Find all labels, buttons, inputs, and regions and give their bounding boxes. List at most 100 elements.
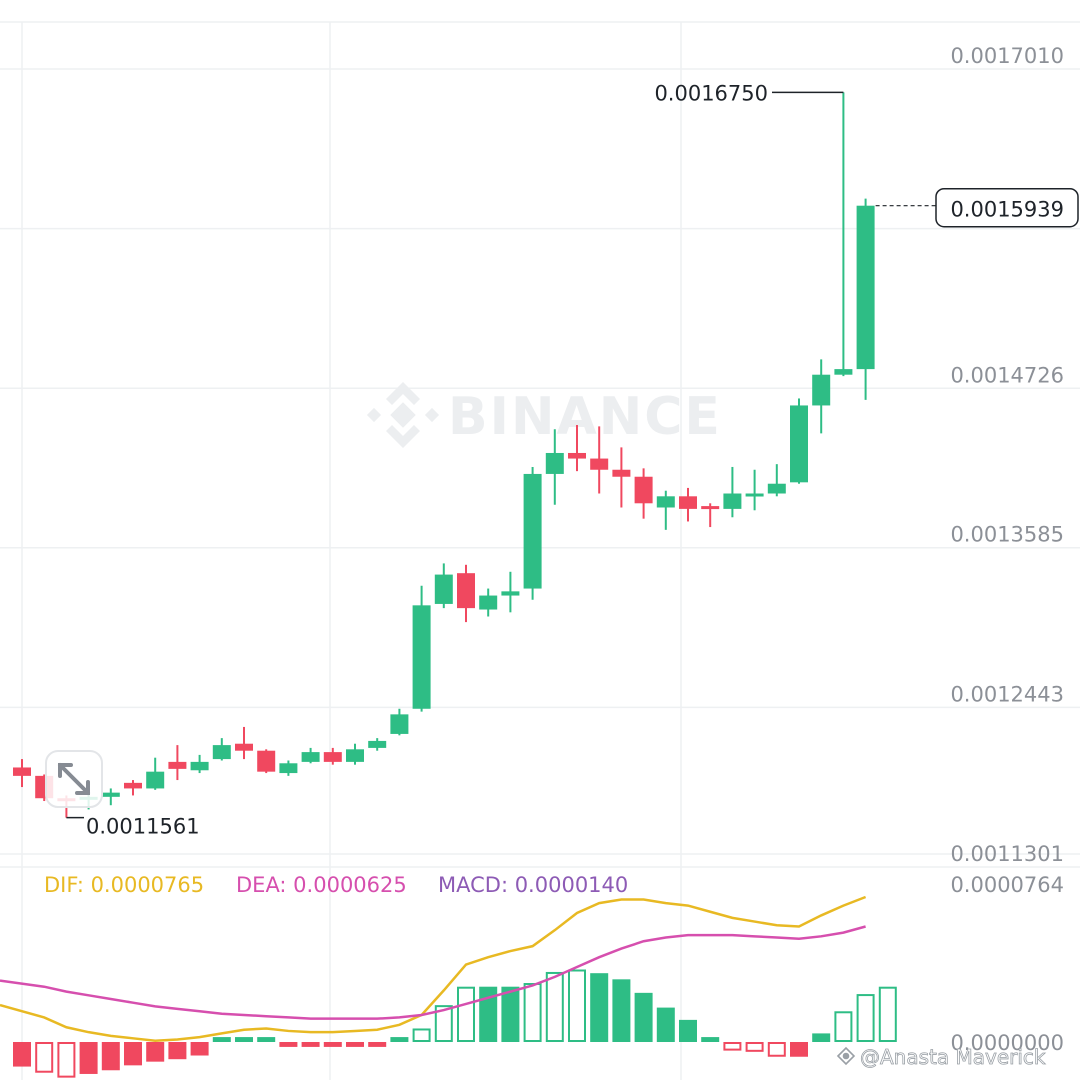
- macd-bar: [767, 1042, 786, 1057]
- macd-bar: [368, 1042, 387, 1047]
- macd-bar: [501, 986, 520, 1042]
- macd-bar: [235, 1037, 253, 1042]
- dea-line: [0, 925, 866, 1020]
- macd-bar: [568, 969, 586, 1042]
- chart-grid: [0, 21, 1080, 1080]
- macd-bar: [812, 1033, 831, 1042]
- candle-up: [501, 591, 520, 596]
- candle-up: [146, 771, 165, 789]
- macd-bar: [479, 986, 498, 1042]
- watermark-text: BINANCE: [448, 387, 722, 447]
- candle-up: [279, 763, 298, 774]
- last-price-box: [935, 187, 1079, 228]
- macd-bar: [301, 1042, 320, 1047]
- macd-bar: [701, 1037, 720, 1042]
- candle-down: [701, 506, 720, 510]
- macd-bar: [723, 1042, 742, 1051]
- candle-up: [412, 605, 431, 709]
- candle-down: [13, 767, 31, 776]
- candle-down: [457, 573, 475, 609]
- price-markers: 0.0016750 0.0011561 0.0015939: [66, 81, 1079, 839]
- macd-bar: [257, 1037, 276, 1042]
- candle-up: [301, 752, 320, 762]
- candle-up: [101, 792, 120, 797]
- dif-line: [0, 895, 867, 1043]
- candle-up: [745, 493, 764, 497]
- candle-up: [346, 749, 364, 762]
- macd-bar: [168, 1042, 187, 1060]
- candle-down: [168, 761, 187, 769]
- candle-down: [257, 750, 276, 772]
- macd-bar: [79, 1042, 98, 1074]
- candle-up: [723, 493, 742, 509]
- price-tick-label: 0.0013585: [950, 523, 1064, 547]
- macd-bar: [212, 1037, 231, 1042]
- binance-logo-icon: [366, 382, 440, 448]
- macd-bar: [101, 1042, 120, 1071]
- macd-bar: [612, 979, 631, 1042]
- candle-up: [545, 452, 564, 474]
- macd-bar: [545, 971, 564, 1043]
- last-price-label: 0.0015939: [950, 198, 1064, 222]
- macd-bar: [656, 1007, 675, 1042]
- candle-up: [834, 369, 853, 375]
- user-badge-icon: [836, 1046, 856, 1066]
- candle-up: [790, 405, 808, 483]
- candle-up: [523, 473, 542, 589]
- macd-bar: [13, 1042, 31, 1067]
- macd-bar: [434, 1005, 453, 1043]
- price-tick-label: 0.0017010: [950, 44, 1064, 68]
- dif-label: DIF: 0.0000765: [44, 873, 204, 897]
- candle-up: [434, 574, 453, 604]
- macd-bar: [856, 994, 875, 1043]
- macd-indicator: DIF: 0.0000765 DEA: 0.0000625 MACD: 0.0000…: [0, 873, 1064, 1078]
- macd-bar: [878, 986, 897, 1042]
- candle-up: [656, 496, 675, 508]
- indicator-tick-label: 0.0000764: [950, 873, 1064, 897]
- price-axis: 0.00170100.00158680.00147260.00135850.00…: [950, 44, 1064, 866]
- macd-label: MACD: 0.0000140: [438, 873, 628, 897]
- macd-bar: [146, 1042, 165, 1062]
- expand-icon: [58, 763, 90, 795]
- macd-bar: [679, 1019, 697, 1042]
- candle-down: [612, 469, 631, 477]
- candle-down: [124, 782, 142, 789]
- macd-bar: [323, 1042, 342, 1047]
- macd-bar: [35, 1042, 54, 1073]
- candle-down: [235, 743, 253, 751]
- price-tick-label: 0.0011301: [950, 842, 1064, 866]
- candle-down: [679, 496, 697, 509]
- indicator-tick-label: 0.0000000: [950, 1031, 1064, 1055]
- low-marker-label: 0.0011561: [86, 815, 200, 839]
- candle-down: [590, 458, 609, 470]
- candle-up: [390, 714, 409, 734]
- candle-up: [812, 374, 831, 406]
- high-marker-label: 0.0016750: [654, 81, 768, 105]
- credit-text: @Anasta Maverick: [860, 1045, 1046, 1069]
- candle-up: [856, 205, 875, 370]
- candle-up: [479, 595, 498, 610]
- macd-bar: [412, 1028, 431, 1042]
- macd-bar: [523, 983, 542, 1043]
- macd-bar: [590, 973, 609, 1042]
- macd-bar: [634, 992, 653, 1042]
- dea-label: DEA: 0.0000625: [236, 873, 407, 897]
- macd-bar: [279, 1042, 298, 1047]
- macd-bar: [57, 1042, 76, 1078]
- macd-bar: [457, 986, 475, 1042]
- macd-bar: [790, 1042, 808, 1057]
- macd-bar: [124, 1042, 142, 1066]
- expand-button[interactable]: [45, 750, 103, 808]
- credit-watermark: @Anasta Maverick: [836, 1045, 1046, 1069]
- candle-up: [190, 761, 209, 771]
- candle-down: [323, 752, 342, 762]
- price-tick-label: 0.0012443: [950, 682, 1064, 706]
- candle-up: [212, 745, 231, 760]
- binance-watermark: BINANCE: [366, 382, 722, 448]
- candles: [13, 92, 875, 818]
- price-tick-label: 0.0014726: [950, 363, 1064, 387]
- candle-up: [767, 483, 786, 494]
- candle-up: [368, 740, 387, 748]
- macd-bar: [346, 1042, 364, 1047]
